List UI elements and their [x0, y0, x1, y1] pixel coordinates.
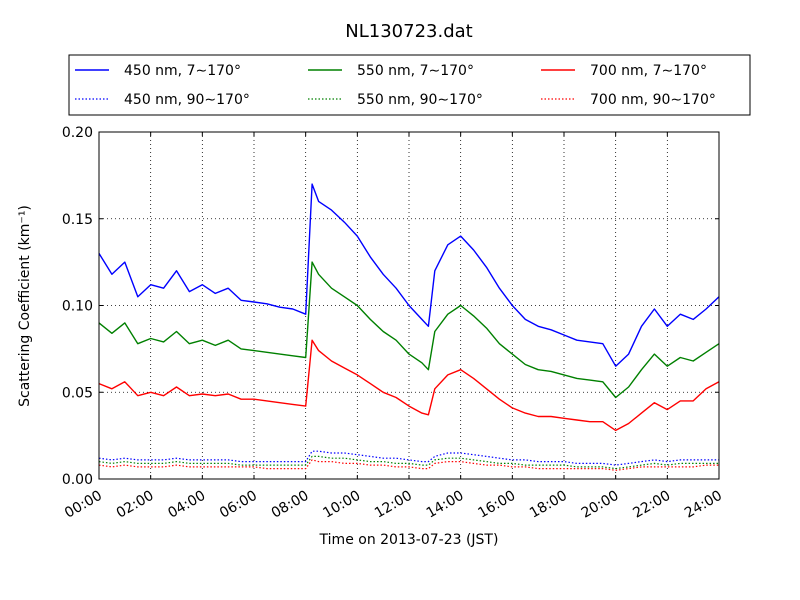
legend: 450 nm, 7∼170° 550 nm, 7∼170° 700 nm, 7∼17…	[68, 54, 751, 116]
x-tick-label: 22:00	[630, 488, 673, 522]
legend-label-4: 550 nm, 90∼170°	[357, 92, 483, 108]
x-tick-label: 14:00	[424, 488, 467, 522]
x-tick-label: 12:00	[372, 488, 415, 522]
x-tick-label: 16:00	[475, 488, 518, 522]
plot-area: 00:00 02:00 04:00 06:00 08:00 10:00 12:00 14:00…	[62, 125, 725, 522]
x-axis-label: Time on 2013-07-23 (JST)	[319, 532, 499, 548]
series-line-5	[98, 459, 719, 471]
y-axis-label: Scattering Coefficient (km⁻¹)	[17, 205, 33, 407]
legend-label-0: 450 nm, 7∼170°	[124, 63, 241, 79]
legend-frame	[68, 54, 751, 116]
series-line-4	[98, 455, 719, 470]
x-tick-label: 24:00	[682, 488, 725, 522]
y-tick-label: 0.05	[62, 385, 93, 401]
y-tick-label: 0.20	[62, 125, 93, 141]
legend-label-3: 450 nm, 90∼170°	[124, 92, 250, 108]
series-lines	[98, 183, 720, 471]
series-line-3	[98, 450, 719, 466]
legend-label-5: 700 nm, 90∼170°	[590, 92, 716, 108]
x-tick-label: 18:00	[527, 488, 570, 522]
y-tick-label: 0.10	[62, 299, 93, 315]
y-tick-label: 0.00	[62, 472, 93, 488]
grid-lines	[99, 132, 719, 479]
x-tick-label: 06:00	[217, 488, 260, 522]
x-tick-label: 04:00	[165, 488, 208, 522]
x-tick-label: 02:00	[114, 488, 157, 522]
x-tick-label: 08:00	[269, 488, 312, 522]
x-tick-label: 10:00	[320, 488, 363, 522]
y-tick-label: 0.15	[62, 212, 93, 228]
x-tick-label: 20:00	[579, 488, 622, 522]
series-line-1	[98, 261, 720, 399]
series-line-2	[98, 339, 720, 432]
x-tick-label: 00:00	[62, 488, 105, 522]
legend-label-2: 700 nm, 7∼170°	[590, 63, 707, 79]
legend-label-1: 550 nm, 7∼170°	[357, 63, 474, 79]
chart-title: NL130723.dat	[345, 21, 472, 42]
series-line-0	[98, 183, 720, 367]
